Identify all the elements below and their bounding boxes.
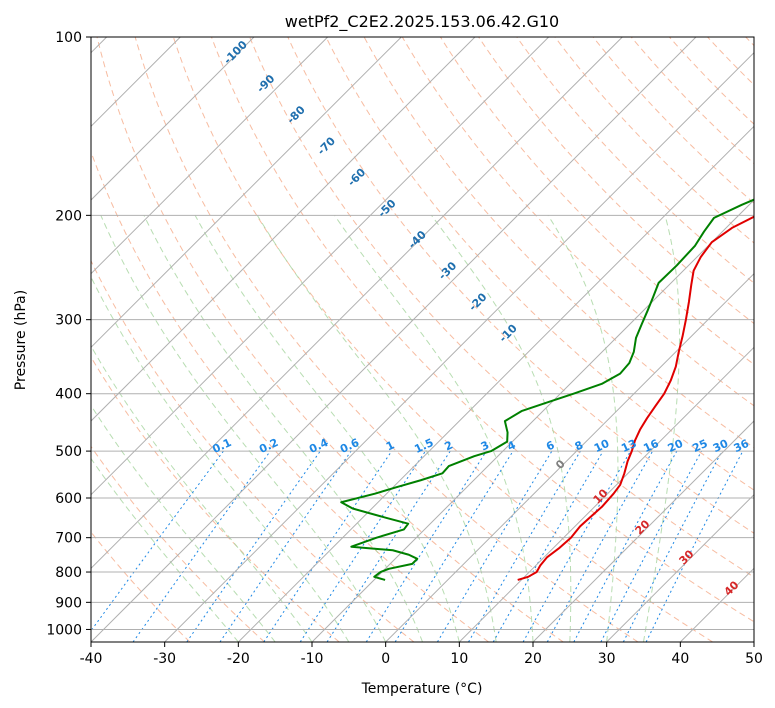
dry-adiabat — [592, 37, 754, 204]
grid — [91, 37, 754, 642]
isotherm — [311, 199, 754, 642]
dry-adiabat — [630, 37, 754, 165]
dry-adiabat — [401, 37, 754, 407]
x-tick-label: -20 — [227, 651, 250, 667]
isotherm — [91, 37, 697, 642]
isotherm — [91, 37, 550, 496]
moist-adiabat — [91, 345, 313, 642]
axis-ticks: -40 -30 -20 -10 0 10 20 30 40 50 100 200 300 400 500 60… — [46, 30, 763, 667]
x-tick-label: 0 — [381, 651, 390, 667]
y-tick-label: 800 — [55, 565, 82, 581]
mixing-ratio-line — [546, 450, 654, 642]
dry-adiabat — [249, 37, 754, 578]
dry-adiabat — [91, 445, 265, 642]
isotherm — [458, 346, 754, 642]
chart-title: wetPf2_C2E2.2025.153.06.42.G10 — [285, 12, 559, 32]
moist-adiabat — [91, 457, 239, 642]
isotherm — [164, 51, 754, 642]
temperature-profile — [517, 215, 754, 581]
isotherm — [385, 272, 754, 642]
isotherm — [91, 37, 623, 570]
moist-adiabat — [143, 215, 423, 642]
dry-adiabat — [325, 37, 754, 491]
dry-adiabat — [134, 37, 639, 642]
moist-adiabat — [643, 215, 680, 642]
moist-adiabat — [91, 404, 276, 642]
mixing-ratio-line — [186, 450, 321, 642]
y-tick-label: 500 — [55, 444, 82, 460]
x-axis-label: Temperature (°C) — [361, 681, 483, 697]
mixing-ratio-label: 13 — [619, 437, 638, 455]
y-tick-label: 1000 — [46, 622, 82, 638]
x-tick-label: 10 — [450, 651, 468, 667]
mixing-ratio-label: 25 — [690, 437, 709, 455]
mixing-ratio-label: 20 — [666, 437, 686, 455]
dry-adiabat — [96, 37, 564, 642]
y-tick-label: 600 — [55, 491, 82, 507]
moist-adiabat — [194, 215, 460, 642]
y-tick-label: 400 — [55, 387, 82, 403]
dry-adiabat — [211, 37, 754, 623]
y-tick-label: 900 — [55, 595, 82, 611]
moist-adiabat — [431, 215, 572, 642]
dry-adiabat — [172, 37, 713, 642]
mixing-ratio-label: 16 — [641, 437, 661, 455]
profiles — [340, 198, 754, 581]
x-tick-label: -10 — [301, 651, 324, 667]
y-tick-label: 700 — [55, 531, 82, 547]
moist-adiabat — [334, 215, 534, 642]
y-tick-label: 100 — [55, 30, 82, 46]
x-tick-label: -40 — [80, 651, 103, 667]
y-tick-label: 200 — [55, 208, 82, 224]
dewpoint-profile — [340, 198, 754, 581]
plot-frame — [90, 36, 755, 643]
moist-adiabat — [547, 215, 619, 642]
mixing-ratio-line — [573, 450, 678, 642]
mixing-ratio-label: 10 — [592, 437, 612, 455]
x-tick-label: 30 — [598, 651, 616, 667]
x-tick-label: 20 — [524, 651, 542, 667]
isotherm — [91, 37, 476, 422]
isotherm — [91, 37, 255, 201]
mixing-ratio-label: 30 — [711, 437, 731, 455]
x-tick-label: 40 — [671, 651, 689, 667]
dry-adiabat — [91, 259, 415, 642]
moist-adiabat — [256, 215, 497, 642]
dry-adiabat — [478, 37, 754, 325]
x-tick-label: 50 — [745, 651, 763, 667]
isotherm — [91, 37, 402, 349]
moist-adiabat — [100, 215, 387, 642]
isotherm — [606, 493, 754, 642]
mixing-ratio-label: 36 — [732, 437, 752, 455]
y-axis-label: Pressure (hPa) — [13, 290, 29, 390]
y-tick-label: 300 — [55, 313, 82, 329]
isotherm — [237, 125, 754, 642]
x-tick-label: -30 — [153, 651, 176, 667]
isotherm — [91, 37, 329, 275]
dry-adiabat — [516, 37, 754, 284]
isotherm — [532, 420, 754, 642]
